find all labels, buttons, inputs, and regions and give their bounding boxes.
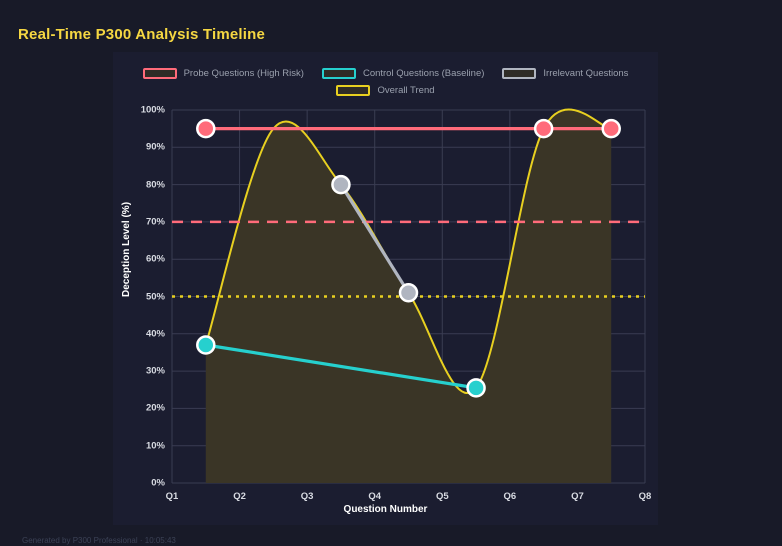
series-line xyxy=(339,183,411,295)
legend-item[interactable]: Probe Questions (High Risk) xyxy=(142,68,304,79)
chart-svg xyxy=(171,108,646,484)
data-point-marker[interactable] xyxy=(398,283,419,303)
y-axis-title: Deception Level (%) xyxy=(121,201,132,297)
data-point-marker[interactable] xyxy=(196,335,216,355)
legend-item-label: Probe Questions (High Risk) xyxy=(183,68,304,79)
y-axis-tick-label: 100% xyxy=(140,104,165,116)
legend-item-label: Irrelevant Questions xyxy=(543,68,629,79)
legend-item-label: Overall Trend xyxy=(377,85,435,96)
data-point-marker[interactable] xyxy=(533,118,554,139)
chart-card: Probe Questions (High Risk) Control Quest… xyxy=(113,52,658,525)
y-axis-tick-label: 60% xyxy=(145,253,165,265)
x-axis-tick-label: Q2 xyxy=(233,491,246,502)
x-axis-tick-label: Q3 xyxy=(300,491,314,502)
x-axis-title: Question Number xyxy=(343,504,428,515)
y-axis-tick-label: 20% xyxy=(145,402,165,414)
x-axis-tick-label: Q6 xyxy=(503,491,517,502)
y-axis-tick-label: 70% xyxy=(145,216,165,228)
legend-swatch-icon xyxy=(321,68,356,79)
x-axis-tick-label: Q5 xyxy=(435,491,449,502)
y-axis-tick-label: 80% xyxy=(145,179,165,191)
plot-area: 0% 10% 20% 30% 40% 50% 60% 70% 80% 90% 100% Q1 Q2 Q3 Q… xyxy=(141,105,652,503)
x-axis-tick-label: Q8 xyxy=(638,491,652,502)
legend-item[interactable]: Overall Trend xyxy=(336,85,435,96)
data-point-marker[interactable] xyxy=(196,118,216,139)
x-axis-tick-label: Q4 xyxy=(368,491,382,502)
y-axis-tick-label: 30% xyxy=(145,365,165,377)
x-axis-tick-label: Q7 xyxy=(571,491,584,502)
legend-swatch-icon xyxy=(142,68,177,79)
series-line xyxy=(204,343,478,390)
y-axis-tick-label: 0% xyxy=(151,477,165,489)
y-axis-tick-label: 90% xyxy=(145,141,165,153)
legend-item-label: Control Questions (Baseline) xyxy=(362,68,485,79)
y-axis-tick-label: 40% xyxy=(145,328,165,340)
x-axis-tick-label: Q1 xyxy=(165,491,179,502)
data-point-marker[interactable] xyxy=(601,118,621,139)
y-axis-tick-label: 50% xyxy=(145,291,165,302)
chart-legend: Probe Questions (High Risk) Control Quest… xyxy=(113,68,658,96)
data-point-marker[interactable] xyxy=(466,378,486,398)
page-title: Real-Time P300 Analysis Timeline xyxy=(18,26,266,43)
y-axis-tick-label: 10% xyxy=(145,440,165,452)
legend-item[interactable]: Control Questions (Baseline) xyxy=(321,68,485,79)
footer-note: Generated by P300 Professional · 10:05:4… xyxy=(22,536,176,545)
legend-swatch-icon xyxy=(502,68,537,79)
legend-swatch-icon xyxy=(336,85,371,96)
legend-item[interactable]: Irrelevant Questions xyxy=(502,68,628,79)
data-point-marker[interactable] xyxy=(331,174,351,195)
